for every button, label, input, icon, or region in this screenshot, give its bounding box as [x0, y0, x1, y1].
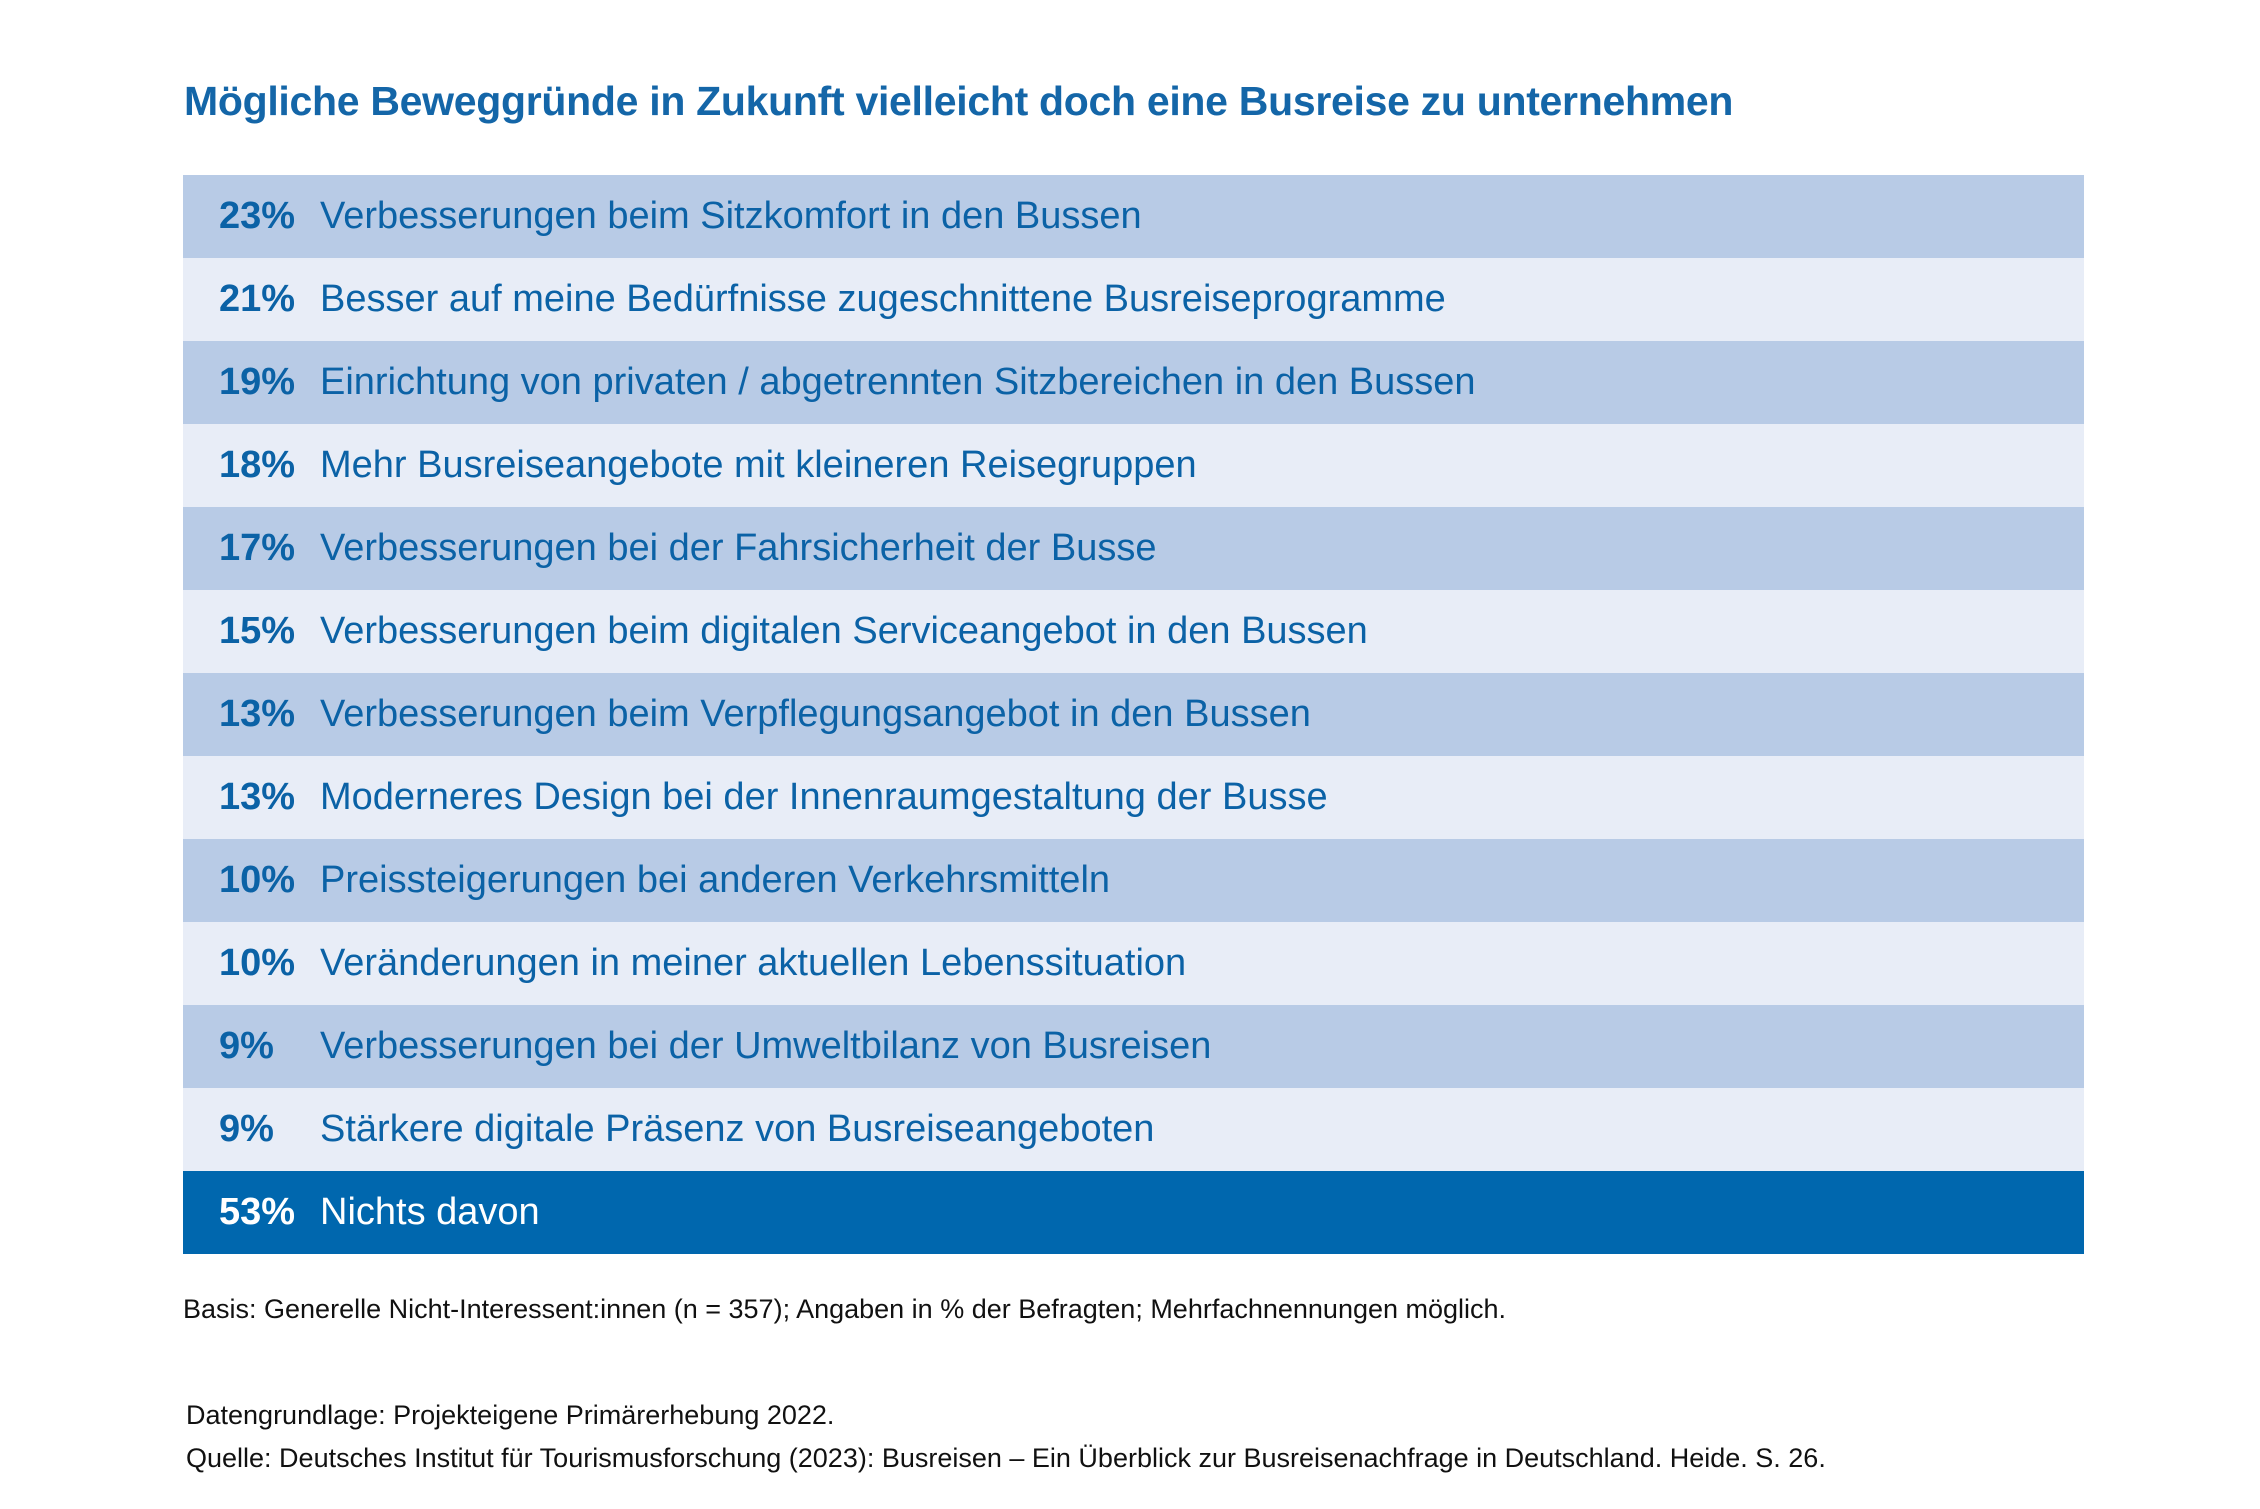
percent-value: 53%	[219, 1191, 296, 1233]
percent-value: 15%	[219, 610, 296, 652]
row-label: Nichts davon	[320, 1191, 540, 1233]
table-row: 15% Verbesserungen beim digitalen Service…	[183, 590, 2084, 673]
percent-value: 9%	[219, 1025, 274, 1067]
table-row: 17% Verbesserungen bei der Fahrsicherheit…	[183, 507, 2084, 590]
percent-value: 23%	[219, 195, 296, 237]
data-basis: Datengrundlage: Projekteigene Primärerhe…	[186, 1400, 835, 1430]
percent-value: 17%	[219, 527, 296, 569]
row-label: Verbesserungen bei der Umweltbilanz von …	[320, 1025, 1212, 1067]
row-label: Veränderungen in meiner aktuellen Lebens…	[320, 942, 1187, 984]
percent-value: 10%	[219, 859, 296, 901]
row-label: Verbesserungen bei der Fahrsicherheit de…	[320, 527, 1157, 569]
table-row: 19% Einrichtung von privaten / abgetrennt…	[183, 341, 2084, 424]
table-row: 13% Moderneres Design bei der Innenraumge…	[183, 756, 2084, 839]
chart-title: Mögliche Beweggründe in Zukunft vielleic…	[184, 78, 1734, 124]
table-row: 53% Nichts davon	[183, 1171, 2084, 1254]
table-row: 10% Veränderungen in meiner aktuellen Leb…	[183, 922, 2084, 1005]
percent-value: 21%	[219, 278, 296, 320]
table-row: 13% Verbesserungen beim Verpflegungsangeb…	[183, 673, 2084, 756]
table-row: 10% Preissteigerungen bei anderen Verkehr…	[183, 839, 2084, 922]
footnote: Basis: Generelle Nicht-Interessent:innen…	[183, 1294, 1507, 1324]
table-row: 21% Besser auf meine Bedürfnisse zugeschn…	[183, 258, 2084, 341]
table-row: 23% Verbesserungen beim Sitzkomfort in de…	[183, 175, 2084, 258]
row-label: Verbesserungen beim Sitzkomfort in den B…	[320, 195, 1142, 237]
row-label: Einrichtung von privaten / abgetrennten …	[320, 361, 1476, 403]
row-label: Mehr Busreiseangebote mit kleineren Reis…	[320, 444, 1197, 486]
table-row: 9% Verbesserungen bei der Umweltbilanz vo…	[183, 1005, 2084, 1088]
table-row: 9% Stärkere digitale Präsenz von Busreise…	[183, 1088, 2084, 1171]
source: Quelle: Deutsches Institut für Tourismus…	[186, 1443, 1826, 1473]
percent-value: 10%	[219, 942, 296, 984]
results-table: 23% Verbesserungen beim Sitzkomfort in de…	[183, 175, 2084, 1254]
row-label: Verbesserungen beim Verpflegungsangebot …	[320, 693, 1311, 735]
row-label: Preissteigerungen bei anderen Verkehrsmi…	[320, 859, 1111, 901]
percent-value: 13%	[219, 693, 296, 735]
percent-value: 18%	[219, 444, 296, 486]
percent-value: 9%	[219, 1108, 274, 1150]
table-row: 18% Mehr Busreiseangebote mit kleineren R…	[183, 424, 2084, 507]
percent-value: 13%	[219, 776, 296, 818]
percent-value: 19%	[219, 361, 296, 403]
row-label: Stärkere digitale Präsenz von Busreisean…	[320, 1108, 1155, 1150]
row-label: Moderneres Design bei der Innenraumgesta…	[320, 776, 1328, 818]
row-label: Verbesserungen beim digitalen Serviceang…	[320, 610, 1368, 652]
row-label: Besser auf meine Bedürfnisse zugeschnitt…	[320, 278, 1446, 320]
